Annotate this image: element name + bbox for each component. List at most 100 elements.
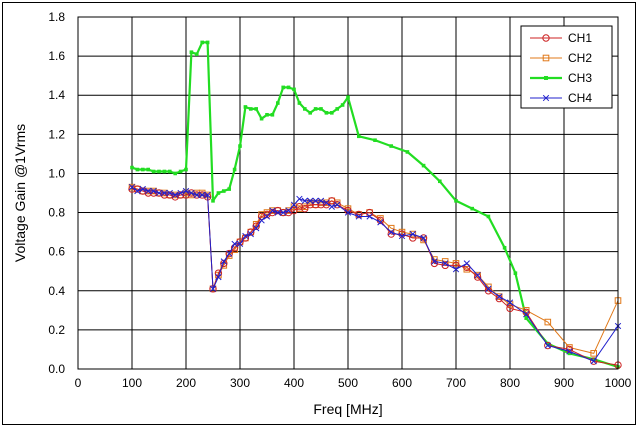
data-point — [188, 189, 195, 197]
y-tick-label: 0.0 — [48, 362, 65, 376]
data-point — [263, 213, 271, 220]
data-point — [405, 150, 410, 154]
data-point — [355, 210, 363, 219]
data-point — [454, 199, 458, 203]
data-point — [590, 350, 598, 357]
data-point — [204, 191, 211, 199]
data-point — [184, 167, 188, 172]
data-point — [377, 219, 384, 226]
data-point — [317, 197, 325, 204]
data-point — [474, 271, 481, 279]
legend-item-ch1: CH1 — [530, 31, 592, 45]
data-point — [134, 187, 141, 195]
data-point — [398, 230, 406, 238]
data-point — [357, 134, 361, 139]
data-point — [506, 304, 514, 313]
x-tick-label: 200 — [176, 376, 196, 390]
data-point — [286, 85, 291, 90]
legend-label: CH1 — [568, 31, 592, 45]
data-point — [441, 258, 449, 265]
x-tick-label: 500 — [338, 376, 358, 390]
data-point — [178, 169, 183, 174]
data-point — [420, 234, 427, 242]
data-point — [176, 191, 185, 199]
data-point — [355, 213, 362, 220]
data-point — [193, 191, 200, 199]
y-tick-label: 1.6 — [48, 49, 65, 63]
data-point — [168, 169, 172, 174]
data-point — [270, 112, 275, 117]
data-point — [419, 234, 428, 242]
data-point — [182, 187, 190, 195]
data-point — [199, 191, 206, 199]
data-point — [463, 260, 470, 267]
data-point — [312, 197, 319, 204]
data-point — [139, 185, 146, 193]
legend-item-ch2: CH2 — [530, 51, 592, 65]
data-point — [155, 189, 163, 197]
legend-label: CH4 — [568, 91, 592, 105]
data-point — [200, 40, 204, 45]
data-point — [313, 107, 318, 111]
y-tick-label: 0.8 — [48, 206, 65, 220]
data-point — [130, 165, 134, 170]
data-point — [297, 101, 302, 105]
series-ch4 — [128, 183, 622, 365]
data-point — [590, 357, 598, 365]
data-point — [301, 204, 309, 213]
data-point — [216, 191, 221, 195]
data-point — [308, 111, 312, 115]
data-point — [340, 103, 345, 107]
data-point — [438, 179, 442, 184]
data-point — [258, 217, 265, 224]
data-point — [442, 260, 449, 267]
data-point — [389, 144, 393, 148]
data-point — [285, 207, 292, 214]
legend-marker — [542, 94, 550, 102]
x-tick-label: 900 — [554, 376, 574, 390]
data-point — [151, 169, 156, 174]
data-point — [292, 87, 296, 92]
data-point — [281, 85, 285, 90]
data-point — [276, 101, 280, 105]
data-point — [259, 116, 264, 121]
series-ch3 — [130, 40, 620, 369]
data-point — [365, 208, 374, 217]
data-point — [502, 245, 507, 250]
data-point — [227, 187, 231, 191]
data-point — [334, 201, 341, 208]
data-point — [254, 107, 258, 111]
data-point — [220, 259, 228, 268]
data-point — [306, 201, 314, 209]
data-point — [546, 341, 550, 346]
data-point — [226, 250, 233, 257]
data-point — [409, 234, 417, 242]
data-point — [330, 111, 334, 115]
y-tick-label: 0.4 — [48, 284, 65, 298]
y-tick-label: 1.8 — [48, 10, 65, 24]
data-point — [232, 167, 237, 172]
data-point — [161, 189, 168, 197]
data-point — [473, 273, 482, 281]
data-point — [485, 285, 492, 292]
data-point — [452, 266, 460, 273]
data-point — [324, 111, 329, 115]
data-point — [328, 203, 335, 210]
data-point — [280, 209, 287, 216]
data-point — [290, 201, 298, 208]
data-point — [247, 228, 255, 236]
data-point — [290, 206, 298, 215]
data-point — [565, 345, 574, 354]
data-point — [243, 105, 248, 109]
data-point — [506, 299, 514, 306]
data-point — [162, 169, 167, 174]
y-tick-label: 1.0 — [48, 166, 65, 180]
data-point — [135, 167, 140, 172]
data-point — [421, 163, 426, 168]
legend-label: CH3 — [568, 71, 592, 85]
data-point — [252, 222, 260, 230]
data-point — [431, 258, 438, 265]
data-point — [249, 107, 253, 111]
data-point — [141, 167, 145, 172]
data-point — [242, 232, 249, 240]
